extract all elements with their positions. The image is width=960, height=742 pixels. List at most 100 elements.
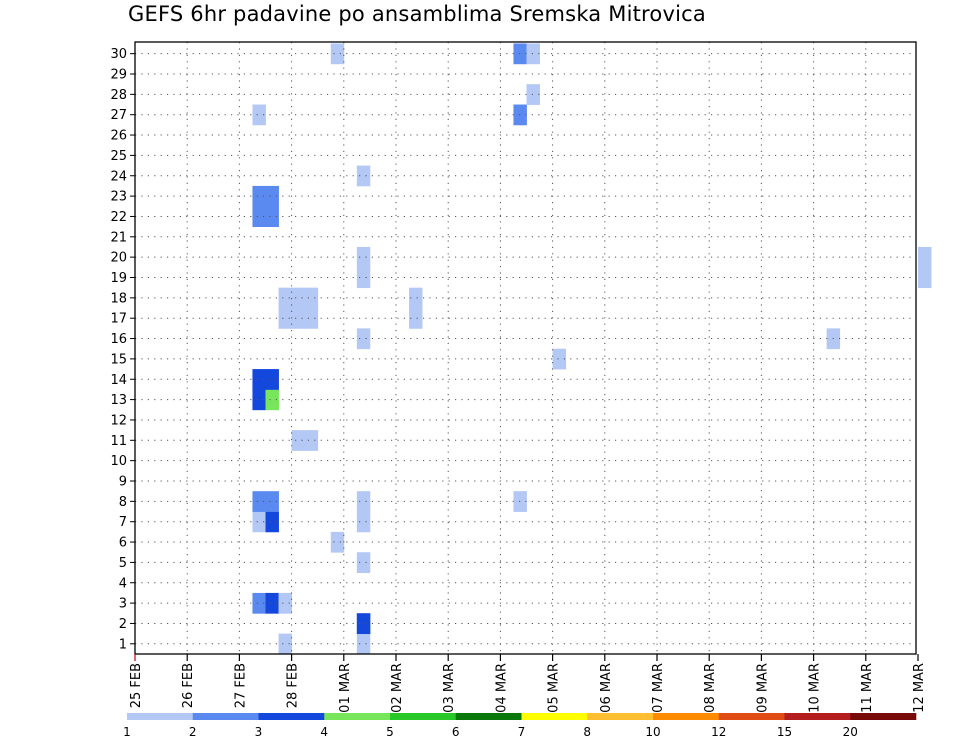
x-tick-label: 03 MAR — [442, 663, 457, 713]
legend-label: 2 — [189, 725, 197, 739]
precip-cell — [356, 491, 371, 512]
legend-label: 7 — [518, 725, 526, 739]
x-axis: 25 FEB 26 FEB 27 FEB 28 FEB 01 MAR 02 MAR 03 M… — [129, 654, 927, 713]
x-tick-label: 11 MAR — [860, 663, 875, 713]
y-tick-label: 26 — [110, 129, 127, 144]
y-tick-label: 18 — [110, 291, 127, 306]
precip-cell — [278, 633, 292, 655]
precip-cell — [291, 430, 306, 451]
precip-cell — [356, 165, 371, 187]
y-tick-label: 9 — [119, 475, 127, 490]
y-tick-label: 2 — [119, 617, 127, 632]
legend-swatch — [127, 713, 194, 720]
precip-cell — [304, 308, 319, 329]
x-tick-label: 10 MAR — [808, 663, 823, 713]
plot-frame — [134, 41, 917, 655]
precip-cell — [265, 491, 279, 512]
precip-cells — [252, 43, 932, 655]
y-tick-label: 19 — [110, 271, 127, 286]
precip-cell — [304, 287, 319, 309]
legend-label: 3 — [255, 725, 263, 739]
x-tick-label: 01 MAR — [338, 663, 353, 713]
legend-swatch — [718, 713, 785, 720]
precip-cell — [304, 430, 319, 451]
y-tick-label: 16 — [110, 332, 127, 347]
precip-cell — [265, 511, 279, 533]
precip-cell — [252, 389, 266, 411]
x-tick-label: 09 MAR — [755, 663, 770, 713]
chart-title: GEFS 6hr padavine po ansamblima Sremska … — [128, 2, 706, 26]
precip-cell — [356, 328, 371, 350]
y-tick-label: 22 — [110, 210, 127, 225]
y-tick-label: 17 — [110, 312, 127, 327]
legend-label: 20 — [843, 725, 858, 739]
legend-swatch — [784, 713, 851, 720]
legend-label: 4 — [320, 725, 328, 739]
legend-swatch — [192, 713, 259, 720]
x-tick-label: 25 FEB — [129, 663, 144, 708]
precip-cell — [265, 592, 279, 614]
precip-cell — [265, 389, 279, 411]
y-tick-label: 13 — [110, 393, 127, 408]
precip-cell — [526, 43, 540, 65]
grid-lines — [135, 42, 916, 654]
precip-cell — [918, 246, 932, 268]
precip-cell — [252, 104, 266, 126]
precip-cell — [918, 267, 932, 289]
precip-cell — [409, 287, 423, 309]
precip-cell — [252, 185, 266, 207]
legend-swatch — [653, 713, 720, 720]
y-tick-label: 4 — [119, 576, 127, 591]
precip-cell — [252, 369, 266, 390]
y-tick-label: 20 — [110, 251, 127, 266]
y-axis: 1234567891011121314151617181920212223242… — [110, 47, 135, 652]
legend-swatch — [258, 713, 325, 720]
x-tick-label: 12 MAR — [912, 663, 927, 713]
precip-cell — [330, 43, 345, 65]
y-tick-label: 1 — [119, 637, 127, 652]
y-tick-label: 24 — [110, 169, 127, 184]
y-tick-label: 29 — [110, 68, 127, 83]
precip-cell — [330, 531, 345, 553]
legend-swatch — [324, 713, 391, 720]
y-tick-label: 11 — [110, 434, 127, 449]
x-tick-label: 08 MAR — [703, 663, 718, 713]
precip-cell — [356, 511, 371, 533]
precip-cell — [252, 511, 266, 533]
precip-cell — [356, 246, 371, 268]
precip-cell — [552, 348, 567, 370]
x-tick-label: 02 MAR — [390, 663, 405, 713]
precip-cell — [409, 308, 423, 329]
legend-swatch — [390, 713, 457, 720]
precip-cell — [526, 84, 540, 105]
y-tick-label: 25 — [110, 149, 127, 164]
x-tick-label: 27 FEB — [233, 663, 248, 708]
legend-label: 8 — [583, 725, 591, 739]
x-tick-label: 28 FEB — [286, 663, 301, 708]
y-tick-label: 5 — [119, 556, 127, 571]
precip-cell — [278, 592, 292, 614]
precip-cell — [265, 369, 279, 390]
legend-swatch — [587, 713, 654, 720]
x-tick-label: 07 MAR — [651, 663, 666, 713]
y-tick-label: 6 — [119, 536, 127, 551]
y-tick-label: 28 — [110, 88, 127, 103]
y-tick-label: 27 — [110, 108, 127, 123]
precip-cell — [356, 633, 371, 655]
legend-label: 10 — [645, 725, 660, 739]
legend-label: 15 — [777, 725, 792, 739]
x-tick-label: 26 FEB — [181, 663, 196, 708]
legend-label: 5 — [386, 725, 394, 739]
precip-cell — [356, 552, 371, 573]
legend-label: 1 — [123, 725, 131, 739]
x-tick-label: 05 MAR — [547, 663, 562, 713]
legend-label: 6 — [452, 725, 460, 739]
precip-cell — [265, 185, 279, 207]
color-legend: 1 2 3 4 5 6 7 8 10 12 15 20 — [123, 713, 917, 739]
y-tick-label: 21 — [110, 230, 127, 245]
legend-swatch — [850, 713, 917, 720]
precip-cell — [265, 206, 279, 228]
y-tick-label: 23 — [110, 190, 127, 205]
legend-label: 12 — [711, 725, 726, 739]
